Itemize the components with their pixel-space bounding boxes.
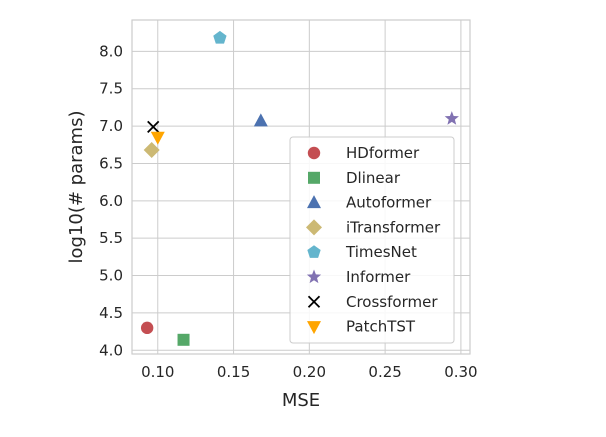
x-marker-stroke xyxy=(147,120,160,133)
legend-label: PatchTST xyxy=(346,318,416,336)
y-tick-label: 5.5 xyxy=(99,229,123,247)
legend-label: iTransformer xyxy=(346,218,441,236)
y-axis-label: log10(# params) xyxy=(66,111,87,264)
data-point-dlinear xyxy=(177,333,190,346)
y-tick-label: 6.5 xyxy=(99,154,123,172)
legend-box xyxy=(289,136,455,344)
legend: HDformer Dlinear Autoformer iTransformer Tim… xyxy=(289,136,455,344)
legend-marker-timesnet xyxy=(307,245,321,258)
x-tick-label: 0.30 xyxy=(444,363,477,381)
legend-marker-hdformer xyxy=(307,146,321,160)
legend-label: TimesNet xyxy=(345,243,417,261)
data-point-crossformer xyxy=(147,120,160,133)
x-axis-label: MSE xyxy=(282,390,320,411)
y-tick-labels: 4.0 4.5 5.0 5.5 6.0 6.5 7.0 7.5 8.0 xyxy=(99,42,123,359)
data-point-itransformer xyxy=(143,142,160,159)
x-tick-label: 0.25 xyxy=(368,363,401,381)
legend-marker-crossformer xyxy=(307,295,321,308)
legend-marker-itransformer xyxy=(306,219,322,236)
legend-label: Informer xyxy=(346,268,411,286)
legend-label: Crossformer xyxy=(346,293,438,311)
legend-label: Dlinear xyxy=(346,169,401,187)
legend-marker-autoformer xyxy=(307,195,321,209)
x-marker-stroke xyxy=(307,295,321,308)
y-tick-label: 6.0 xyxy=(99,192,123,210)
data-point-autoformer xyxy=(253,113,268,127)
x-tick-label: 0.20 xyxy=(293,363,326,381)
x-tick-label: 0.10 xyxy=(141,363,174,381)
data-point-informer xyxy=(444,111,459,125)
y-tick-label: 5.0 xyxy=(99,267,123,285)
y-tick-label: 8.0 xyxy=(99,42,123,60)
y-tick-label: 7.0 xyxy=(99,117,123,135)
x-tick-label: 0.15 xyxy=(217,363,250,381)
data-point-patchtst xyxy=(150,131,165,145)
plot-frame xyxy=(131,19,471,355)
legend-marker-patchtst xyxy=(307,321,321,335)
legend-label: HDformer xyxy=(346,144,420,162)
y-tick-label: 4.0 xyxy=(99,341,123,359)
data-point-hdformer xyxy=(140,321,154,335)
y-tick-label: 7.5 xyxy=(99,80,123,98)
y-tick-label: 4.5 xyxy=(99,304,123,322)
legend-marker-informer xyxy=(306,269,322,284)
data-point-timesnet xyxy=(213,30,227,44)
legend-marker-dlinear xyxy=(308,171,320,184)
data-points xyxy=(140,30,459,346)
x-tick-labels: 0.10 0.15 0.20 0.25 0.30 xyxy=(141,363,478,381)
legend-label: Autoformer xyxy=(346,194,432,212)
